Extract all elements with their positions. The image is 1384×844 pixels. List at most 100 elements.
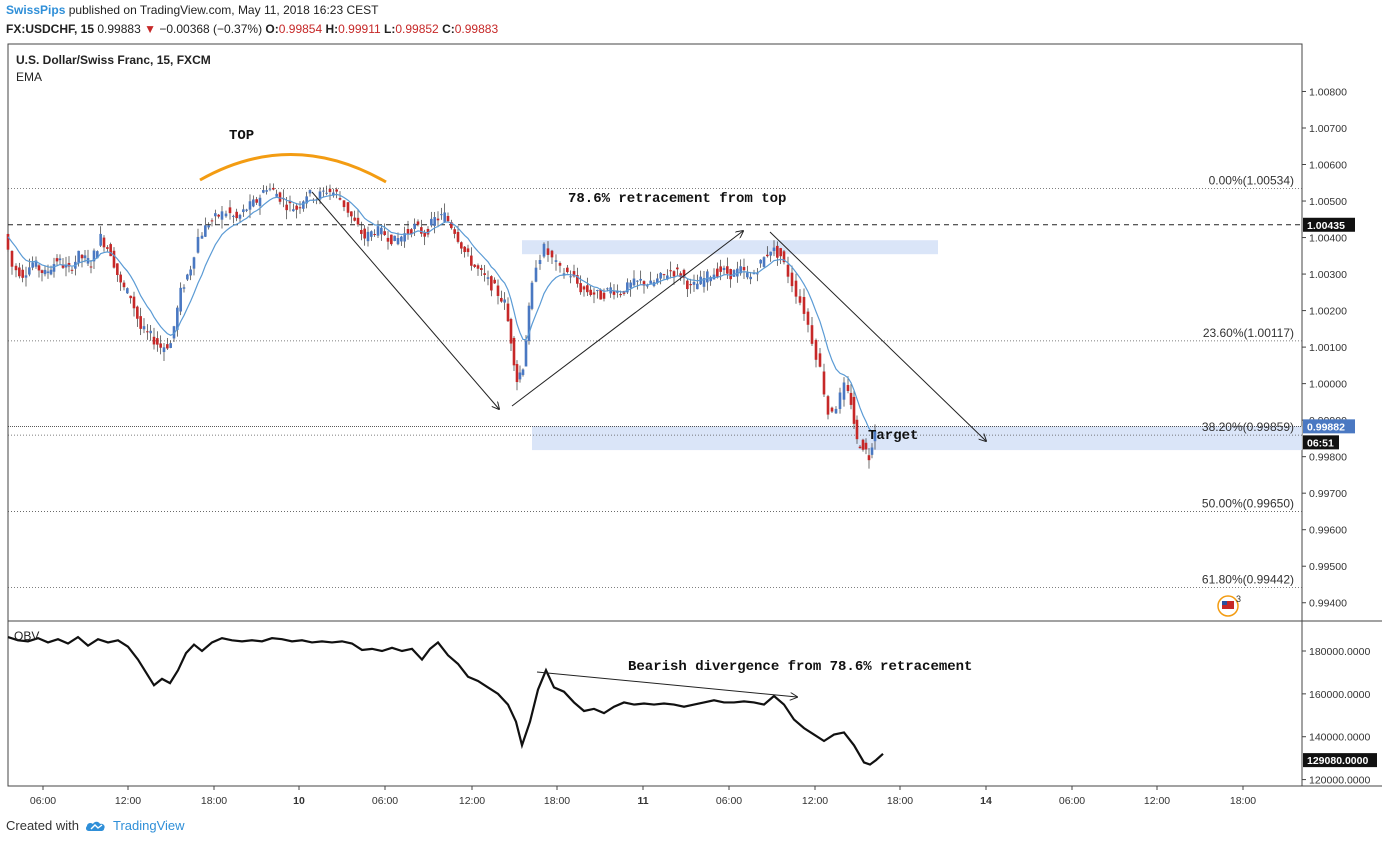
candle-down <box>642 281 646 286</box>
candle-down <box>139 316 142 329</box>
candle-down <box>855 419 859 440</box>
candle-down <box>255 199 258 203</box>
candle-down <box>373 233 376 235</box>
retracement-annotation: 78.6% retracement from top <box>568 191 786 207</box>
candle-down <box>830 407 834 412</box>
us-flag-event-icon <box>1222 601 1234 609</box>
candle-down <box>599 289 602 300</box>
price-tick-label: 0.99700 <box>1309 488 1347 500</box>
candle-down <box>136 306 139 319</box>
price-change: −0.00368 (−0.37%) <box>159 22 263 36</box>
candle-up <box>248 201 252 210</box>
candle-up <box>596 290 599 292</box>
candle-down <box>766 254 769 257</box>
time-tick-label: 06:00 <box>372 795 398 807</box>
candle-up <box>252 199 255 207</box>
target-arrow <box>769 231 986 441</box>
candle-down <box>798 296 802 303</box>
candle-down <box>682 269 686 278</box>
created-with-text: Created with <box>6 818 79 833</box>
candle-down <box>386 237 390 242</box>
candle-up <box>224 213 228 217</box>
candle-up <box>403 233 406 242</box>
candle-down <box>456 232 460 242</box>
candle-up <box>182 287 186 289</box>
candle-down <box>592 292 596 295</box>
candle-up <box>318 191 322 200</box>
candle-up <box>834 408 838 414</box>
price-tick-label: 0.99400 <box>1309 598 1347 610</box>
candle-up <box>238 214 242 219</box>
candle-up <box>656 278 659 283</box>
candle-up <box>739 266 742 274</box>
candle-up <box>762 257 766 267</box>
candle-up <box>92 250 96 262</box>
candle-down <box>10 250 14 267</box>
tradingview-link[interactable]: TradingView <box>112 818 185 833</box>
candle-down <box>37 265 41 271</box>
time-tick-label: 06:00 <box>716 795 742 807</box>
candle-up <box>376 226 380 236</box>
candle-up <box>749 276 752 280</box>
ema-indicator-label[interactable]: EMA <box>16 70 43 84</box>
candle-down <box>846 385 850 391</box>
candle-down <box>776 245 779 258</box>
candle-down <box>470 255 473 266</box>
candle-down <box>416 221 420 225</box>
author-link[interactable]: SwissPips <box>6 3 66 17</box>
price-tick-label: 1.00200 <box>1309 306 1347 318</box>
candle-up <box>530 282 534 309</box>
candle-down <box>285 204 288 211</box>
candle-down <box>55 258 59 262</box>
candle-up <box>179 287 182 312</box>
obv-current-label: 129080.0000 <box>1307 755 1368 767</box>
time-tick-label: 14 <box>980 795 992 807</box>
candle-down <box>719 266 722 272</box>
candle-up <box>149 330 152 334</box>
candle-down <box>550 250 554 258</box>
candle-up <box>400 236 403 242</box>
candle-down <box>210 220 214 222</box>
candle-down <box>420 227 423 234</box>
candle-up <box>639 278 642 281</box>
candle-down <box>106 247 109 249</box>
candle-up <box>242 209 245 213</box>
candle-down <box>483 273 486 275</box>
time-tick-label: 12:00 <box>802 795 828 807</box>
candle-up <box>870 447 874 455</box>
candle-up <box>696 283 699 290</box>
candle-up <box>756 273 759 275</box>
candle-up <box>646 285 649 287</box>
candle-up <box>325 192 328 194</box>
obv-indicator-label[interactable]: OBV <box>14 629 40 643</box>
candle-down <box>406 228 410 234</box>
candle-down <box>579 283 582 293</box>
candle-down <box>89 266 93 268</box>
candle-up <box>189 269 192 276</box>
candle-up <box>204 225 207 237</box>
candle-down <box>116 263 119 276</box>
candle-down <box>589 289 592 296</box>
candle-up <box>214 213 217 217</box>
candle-down <box>546 248 550 255</box>
candle-up <box>521 369 525 375</box>
candle-down <box>782 251 786 263</box>
candle-up <box>534 267 538 282</box>
candle-up <box>370 231 373 237</box>
divergence-annotation: Bearish divergence from 78.6% retracemen… <box>628 659 972 675</box>
candle-down <box>676 267 679 270</box>
candle-up <box>292 209 295 212</box>
candle-down <box>810 325 814 344</box>
candle-down <box>602 292 606 299</box>
candle-up <box>52 264 56 272</box>
top-arc <box>199 153 387 184</box>
candle-up <box>759 259 762 264</box>
candle-up <box>702 278 706 287</box>
candle-down <box>40 270 44 273</box>
candle-down <box>473 264 476 267</box>
candle-down <box>453 229 456 234</box>
candle-down <box>423 232 426 237</box>
candle-down <box>669 270 672 272</box>
candle-up <box>43 269 47 275</box>
